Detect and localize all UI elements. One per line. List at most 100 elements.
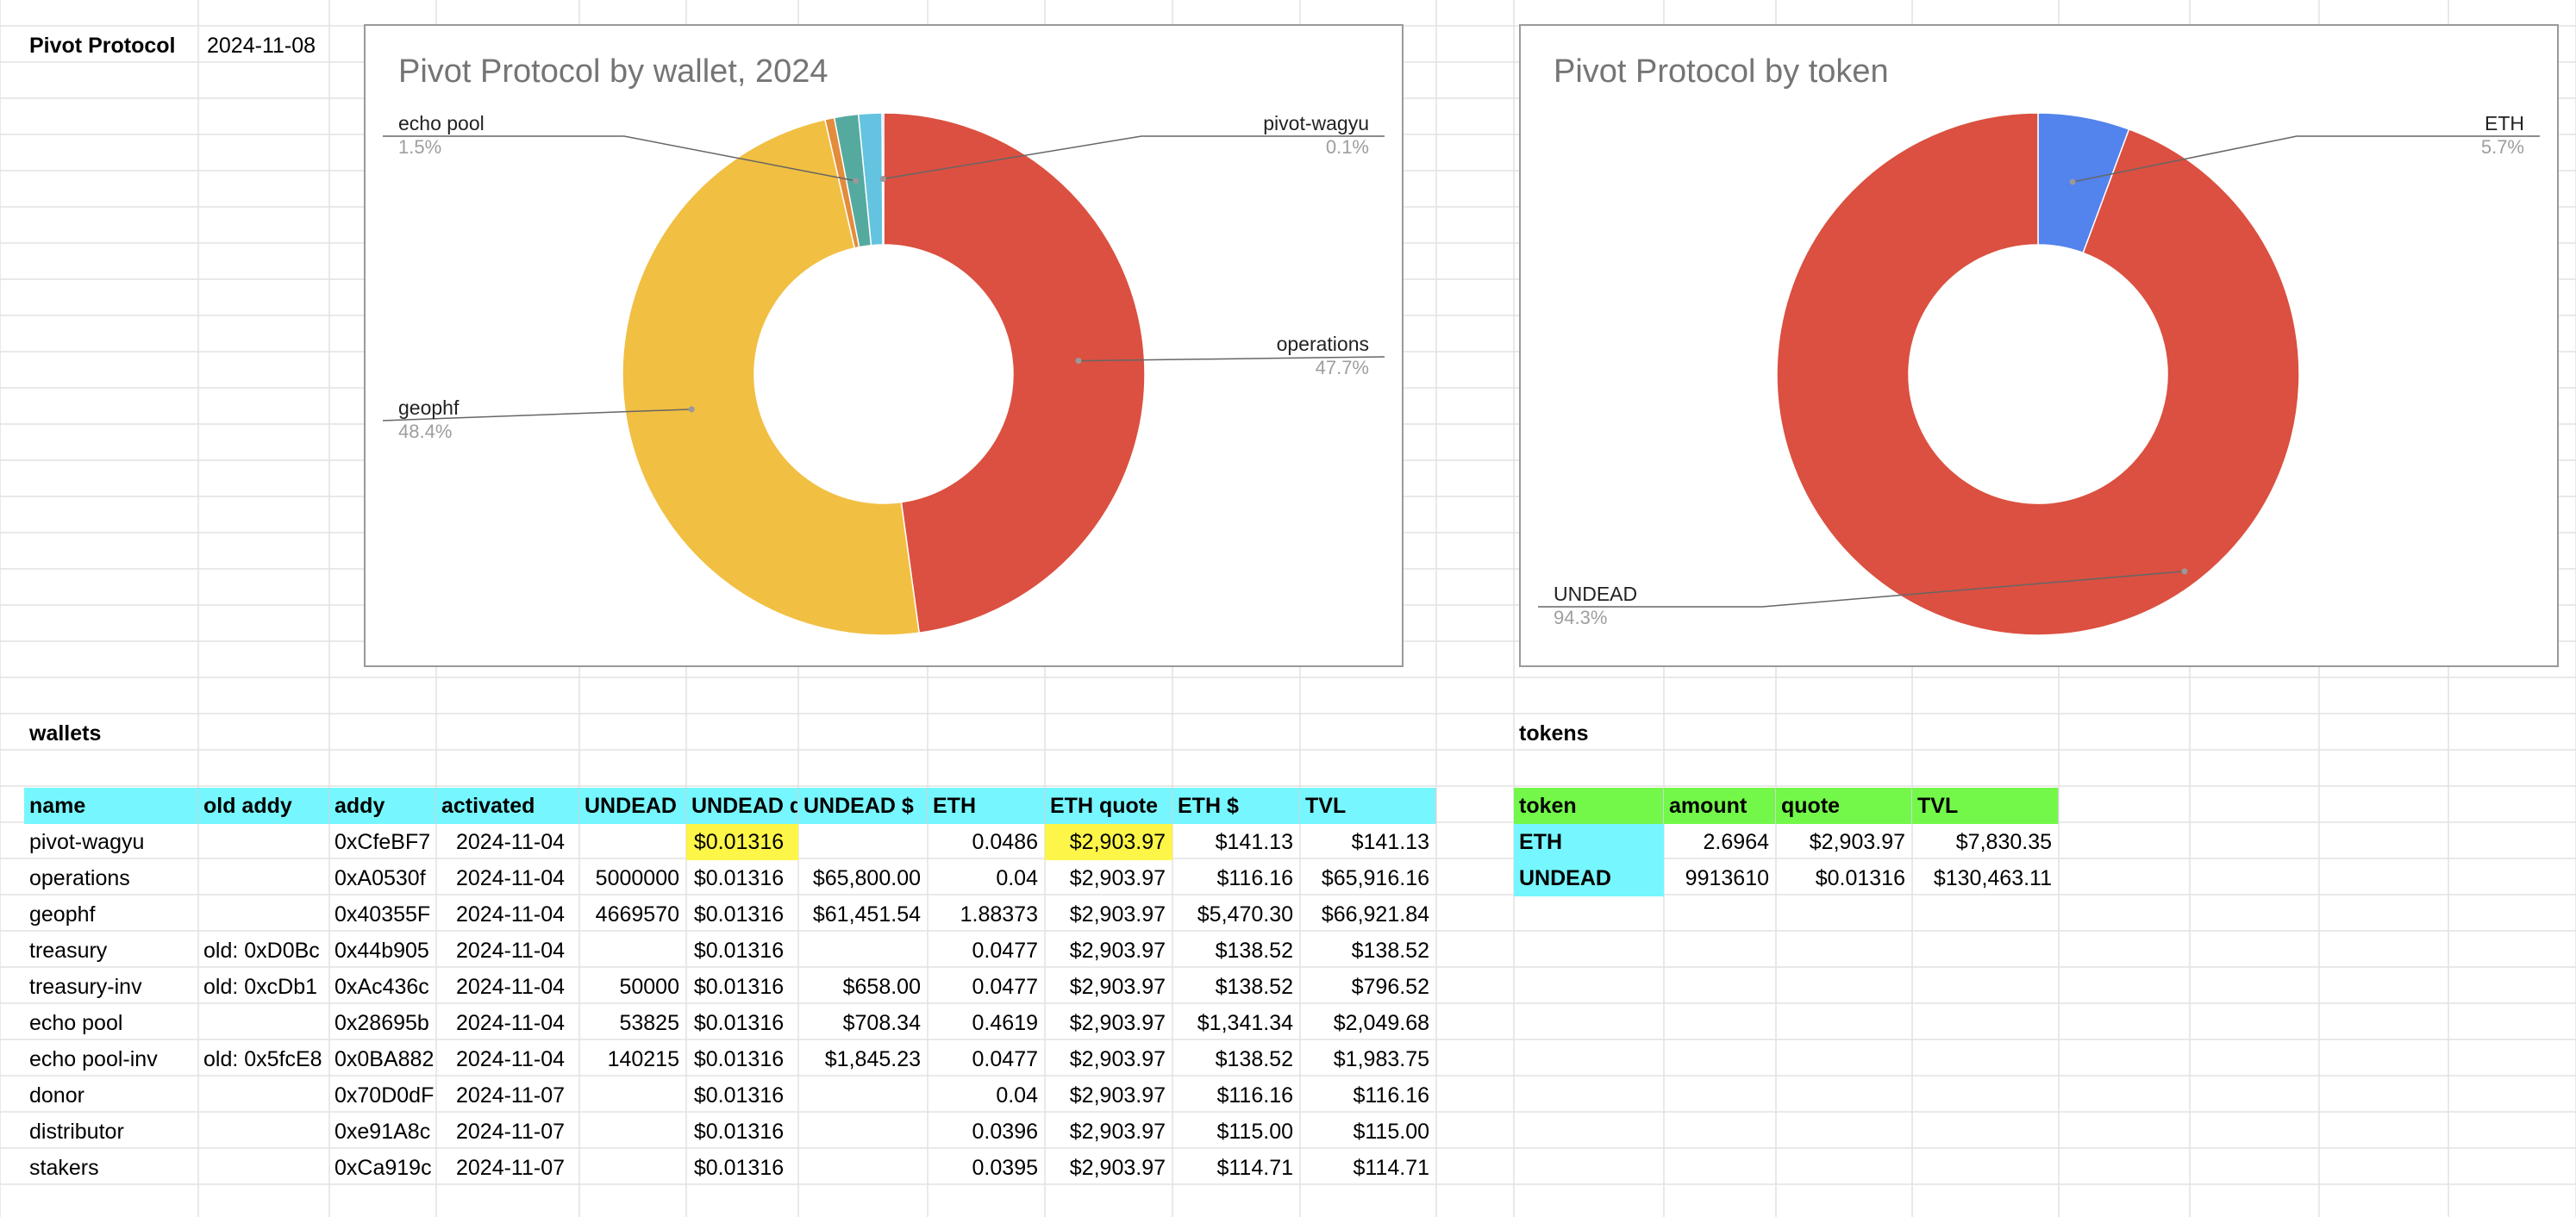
wallets-cell-undead[interactable]: 5000000	[595, 866, 679, 890]
wallets-cell-undead-q[interactable]: $0.01316	[693, 902, 785, 927]
wallets-cell-tvl[interactable]: $1,983.75	[1333, 1047, 1429, 1071]
wallets-cell-undead[interactable]: $65,800.00	[812, 866, 921, 890]
wallets-cell-eth-quote[interactable]: $2,903.97	[1069, 1047, 1166, 1071]
wallets-cell-eth[interactable]: 0.0396	[972, 1120, 1038, 1144]
wallets-cell-undead[interactable]	[579, 1150, 686, 1186]
wallets-header-eth-quote[interactable]: ETH quote	[1045, 788, 1172, 824]
wallets-cell-old-addy[interactable]	[198, 1005, 329, 1041]
wallets-cell-addy[interactable]: 0xAc436c	[335, 975, 429, 999]
wallets-cell-undead-q[interactable]: $0.01316	[693, 1047, 785, 1071]
wallets-header-undead[interactable]: UNDEAD $	[798, 788, 928, 824]
wallets-header-activated[interactable]: activated	[436, 788, 579, 824]
wallets-cell-addy[interactable]: 0xCa919c	[335, 1156, 432, 1180]
wallets-cell-activated[interactable]: 2024-11-04	[455, 866, 566, 890]
wallets-cell-addy[interactable]: 0x40355F	[335, 902, 431, 927]
wallets-cell-eth[interactable]: 0.0477	[972, 975, 1038, 999]
wallets-cell-eth[interactable]: $116.16	[1216, 1083, 1293, 1108]
sheet-title[interactable]: Pivot Protocol	[29, 34, 176, 58]
tokens-cell-amount[interactable]: 9913610	[1685, 866, 1769, 890]
wallets-cell-eth[interactable]: $5,470.30	[1197, 902, 1293, 927]
wallets-cell-name[interactable]: treasury	[29, 939, 108, 963]
tokens-cell-token[interactable]: ETH	[1514, 824, 1664, 860]
wallets-cell-name[interactable]: distributor	[29, 1120, 124, 1144]
wallets-cell-undead[interactable]: $61,451.54	[812, 902, 921, 927]
wallets-cell-activated[interactable]: 2024-11-04	[455, 975, 566, 999]
wallets-cell-tvl[interactable]: $2,049.68	[1333, 1011, 1429, 1035]
wallets-cell-eth[interactable]: 0.0486	[972, 830, 1038, 854]
wallets-cell-eth[interactable]: $116.16	[1216, 866, 1293, 890]
wallets-cell-eth[interactable]: 0.04	[996, 1083, 1038, 1108]
wallets-cell-tvl[interactable]: $796.52	[1351, 975, 1429, 999]
wallets-header-eth[interactable]: ETH $	[1172, 788, 1300, 824]
wallets-header-addy[interactable]: addy	[329, 788, 436, 824]
wallets-cell-old-addy[interactable]	[198, 1114, 329, 1150]
wallets-cell-undead-q[interactable]: $0.01316	[693, 866, 785, 890]
wallets-cell-eth[interactable]: 0.04	[996, 866, 1038, 890]
tokens-cell-quote[interactable]: $0.01316	[1815, 866, 1905, 890]
slice-undead[interactable]	[1776, 112, 2300, 636]
wallets-cell-addy[interactable]: 0x0BA882	[335, 1047, 435, 1071]
wallets-cell-undead[interactable]	[579, 1114, 686, 1150]
wallets-cell-addy[interactable]: 0x70D0dF	[335, 1083, 435, 1108]
wallets-cell-old-addy[interactable]	[198, 824, 329, 860]
wallets-cell-undead[interactable]	[798, 824, 928, 860]
tokens-cell-quote[interactable]: $2,903.97	[1809, 830, 1905, 854]
wallets-cell-tvl[interactable]: $141.13	[1351, 830, 1429, 854]
wallets-cell-undead-q[interactable]: $0.01316	[693, 975, 785, 999]
wallets-cell-old-addy[interactable]	[198, 860, 329, 896]
token-pie-chart[interactable]: Pivot Protocol by token ETH 5.7% UNDEAD …	[1519, 24, 2559, 667]
wallets-cell-undead[interactable]: 53825	[619, 1011, 679, 1035]
wallets-cell-undead[interactable]: 50000	[619, 975, 679, 999]
wallets-header-undead[interactable]: UNDEAD	[579, 788, 686, 824]
wallets-cell-old-addy[interactable]	[198, 1077, 329, 1114]
wallets-cell-name[interactable]: geophf	[29, 902, 96, 927]
wallets-cell-undead[interactable]	[798, 1077, 928, 1114]
wallets-cell-undead-q[interactable]: $0.01316	[693, 1083, 785, 1108]
wallets-cell-name[interactable]: donor	[29, 1083, 84, 1108]
wallets-cell-addy[interactable]: 0xCfeBF7	[335, 830, 431, 854]
wallets-cell-activated[interactable]: 2024-11-04	[455, 830, 566, 854]
tokens-header-tvl[interactable]: TVL	[1912, 788, 2059, 824]
wallets-cell-undead[interactable]: 140215	[607, 1047, 679, 1071]
wallets-cell-name[interactable]: echo pool	[29, 1011, 123, 1035]
wallets-cell-eth[interactable]: 0.0477	[972, 1047, 1038, 1071]
wallets-cell-undead[interactable]: $1,845.23	[824, 1047, 921, 1071]
wallets-cell-eth[interactable]: 0.0477	[972, 939, 1038, 963]
tokens-header-token[interactable]: token	[1514, 788, 1664, 824]
wallets-cell-addy[interactable]: 0x44b905	[335, 939, 429, 963]
wallets-cell-eth-quote[interactable]: $2,903.97	[1069, 1011, 1166, 1035]
wallets-cell-undead-q[interactable]: $0.01316	[693, 1156, 785, 1180]
wallets-cell-name[interactable]: stakers	[29, 1156, 99, 1180]
wallets-cell-undead[interactable]	[798, 1150, 928, 1186]
wallets-cell-activated[interactable]: 2024-11-07	[455, 1156, 566, 1180]
wallets-cell-undead-q[interactable]: $0.01316	[686, 824, 798, 860]
wallets-cell-eth-quote[interactable]: $2,903.97	[1069, 902, 1166, 927]
wallets-cell-undead[interactable]: $658.00	[842, 975, 921, 999]
wallets-cell-activated[interactable]: 2024-11-07	[455, 1083, 566, 1108]
wallets-cell-eth-quote[interactable]: $2,903.97	[1069, 939, 1166, 963]
wallets-cell-undead[interactable]	[579, 1077, 686, 1114]
wallets-header-undead-q[interactable]: UNDEAD q	[686, 788, 798, 824]
tokens-header-quote[interactable]: quote	[1776, 788, 1912, 824]
wallets-cell-eth-quote[interactable]: $2,903.97	[1069, 975, 1166, 999]
wallets-cell-tvl[interactable]: $116.16	[1353, 1083, 1429, 1108]
wallets-cell-eth[interactable]: 0.0395	[972, 1156, 1038, 1180]
wallets-cell-name[interactable]: operations	[29, 866, 130, 890]
wallets-cell-undead[interactable]	[579, 824, 686, 860]
wallets-cell-eth-quote[interactable]: $2,903.97	[1069, 866, 1166, 890]
wallets-cell-eth[interactable]: 1.88373	[960, 902, 1038, 927]
wallets-cell-tvl[interactable]: $66,921.84	[1321, 902, 1429, 927]
wallets-cell-undead[interactable]	[798, 933, 928, 969]
tokens-cell-tvl[interactable]: $7,830.35	[1955, 830, 2052, 854]
wallets-header-old-addy[interactable]: old addy	[198, 788, 329, 824]
slice-geophf[interactable]	[622, 118, 921, 636]
wallets-cell-activated[interactable]: 2024-11-04	[455, 902, 566, 927]
wallets-cell-old-addy[interactable]	[198, 896, 329, 933]
wallets-cell-eth[interactable]: $115.00	[1216, 1120, 1293, 1144]
wallets-cell-addy[interactable]: 0x28695b	[335, 1011, 429, 1035]
wallets-header-name[interactable]: name	[24, 788, 198, 824]
tokens-header-amount[interactable]: amount	[1664, 788, 1776, 824]
wallets-cell-old-addy[interactable]	[198, 1150, 329, 1186]
wallets-cell-eth-quote[interactable]: $2,903.97	[1069, 1156, 1166, 1180]
wallets-cell-tvl[interactable]: $65,916.16	[1321, 866, 1429, 890]
